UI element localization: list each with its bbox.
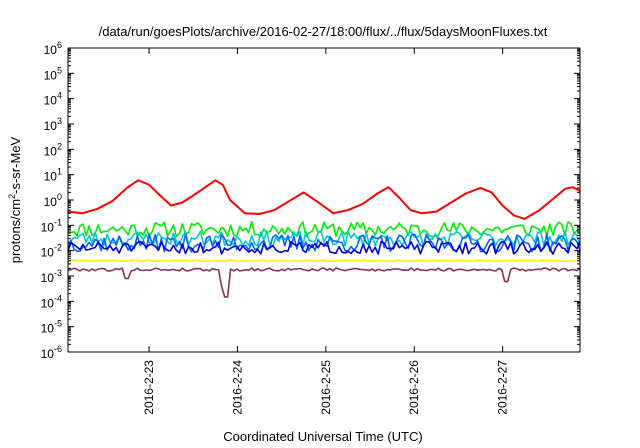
y-tick-base: 10 <box>41 220 55 234</box>
y-tick-exponent: 2 <box>57 141 62 151</box>
y-tick-exponent: -5 <box>54 319 62 329</box>
series-line-1 <box>67 179 581 220</box>
y-tick-exponent: 0 <box>57 192 62 202</box>
y-tick-label: 10-4 <box>41 293 62 310</box>
y-tick-base: 10 <box>41 271 55 285</box>
y-tick-exponent: -1 <box>54 217 62 227</box>
y-tick-label: 106 <box>44 40 62 57</box>
y-tick-label: 100 <box>44 192 62 209</box>
y-tick-exponent: -3 <box>54 268 62 278</box>
y-tick-base: 10 <box>44 119 58 133</box>
y-tick-exponent: 5 <box>57 65 62 75</box>
y-tick-base: 10 <box>44 43 58 57</box>
x-tick-label: 2016-2-24 <box>230 360 244 415</box>
y-tick-base: 10 <box>44 195 58 209</box>
y-axis-label: protons/cm2-s-sr-MeV <box>7 136 23 263</box>
series-line-7 <box>67 267 581 298</box>
y-axis: 10-610-510-410-310-210-11001011021031041… <box>41 40 580 361</box>
x-axis: 2016-2-23 2016-2-24 2016-2-25 2016-2-26 2016… <box>142 48 510 415</box>
plot-frame <box>67 47 581 353</box>
y-axis-label-rest: -s-sr-MeV <box>8 136 23 193</box>
y-tick-base: 10 <box>44 94 58 108</box>
series-line-6 <box>67 259 580 263</box>
y-tick-label: 10-1 <box>41 217 62 234</box>
x-tick-label: 2016-2-23 <box>142 360 156 415</box>
y-tick-base: 10 <box>41 347 55 361</box>
x-tick-label: 2016-2-27 <box>496 360 510 415</box>
y-tick-label: 10-6 <box>41 344 62 361</box>
y-tick-exponent: 1 <box>57 167 62 177</box>
y-tick-label: 10-3 <box>41 268 62 285</box>
y-tick-exponent: 4 <box>57 91 62 101</box>
series-line-5 <box>67 240 581 255</box>
y-axis-label-sup: 2 <box>7 194 17 199</box>
x-axis-label: Coordinated Universal Time (UTC) <box>223 429 422 444</box>
y-tick-base: 10 <box>44 170 58 184</box>
y-tick-label: 104 <box>44 91 62 108</box>
y-tick-exponent: -2 <box>54 243 62 253</box>
y-tick-base: 10 <box>44 144 58 158</box>
y-tick-exponent: -6 <box>54 344 62 354</box>
series-line-2 <box>67 220 581 238</box>
chart-title: /data/run/goesPlots/archive/2016-02-27/1… <box>99 24 548 39</box>
series-line-4 <box>67 233 581 253</box>
series-layer <box>67 179 581 298</box>
x-tick-label: 2016-2-25 <box>319 360 333 415</box>
x-tick-label: 2016-2-26 <box>407 360 421 415</box>
y-tick-label: 105 <box>44 65 62 82</box>
y-tick-label: 103 <box>44 116 62 133</box>
y-tick-exponent: 6 <box>57 40 62 50</box>
y-tick-exponent: -4 <box>54 293 62 303</box>
y-tick-base: 10 <box>41 296 55 310</box>
y-tick-base: 10 <box>41 322 55 336</box>
y-tick-exponent: 3 <box>57 116 62 126</box>
y-axis-label-base: protons/cm <box>8 199 23 263</box>
y-tick-base: 10 <box>44 68 58 82</box>
y-tick-label: 10-5 <box>41 319 62 336</box>
y-tick-base: 10 <box>41 246 55 260</box>
y-tick-label: 10-2 <box>41 243 62 260</box>
y-tick-label: 102 <box>44 141 62 158</box>
y-tick-label: 101 <box>44 167 62 184</box>
